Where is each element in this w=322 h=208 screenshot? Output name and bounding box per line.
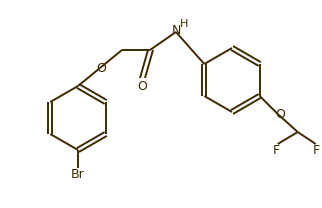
- Text: H: H: [180, 19, 188, 29]
- Text: O: O: [96, 62, 106, 74]
- Text: O: O: [137, 79, 147, 93]
- Text: N: N: [171, 25, 181, 37]
- Text: O: O: [275, 108, 285, 120]
- Text: F: F: [313, 144, 320, 156]
- Text: F: F: [273, 144, 280, 156]
- Text: Br: Br: [71, 168, 85, 182]
